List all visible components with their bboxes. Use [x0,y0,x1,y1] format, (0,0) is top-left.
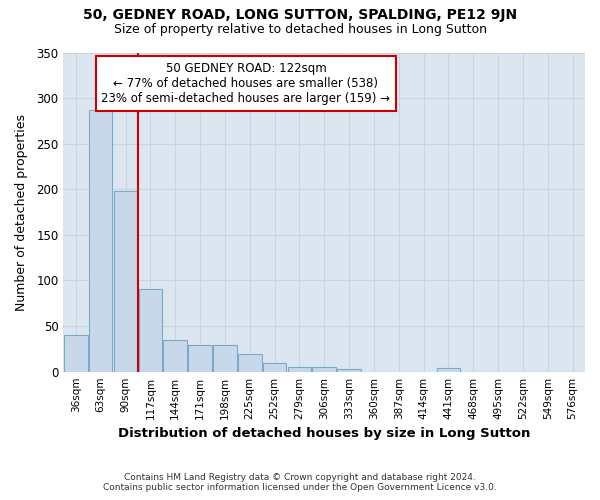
Bar [64,335,88,372]
Bar [89,110,112,372]
Y-axis label: Number of detached properties: Number of detached properties [15,114,28,310]
Text: Size of property relative to detached houses in Long Sutton: Size of property relative to detached ho… [113,22,487,36]
Bar [114,191,137,372]
Text: 50 GEDNEY ROAD: 122sqm
← 77% of detached houses are smaller (538)
23% of semi-de: 50 GEDNEY ROAD: 122sqm ← 77% of detached… [101,62,391,105]
Bar [337,369,361,372]
Bar [213,345,236,372]
X-axis label: Distribution of detached houses by size in Long Sutton: Distribution of detached houses by size … [118,427,530,440]
Bar [163,340,187,372]
Text: 50, GEDNEY ROAD, LONG SUTTON, SPALDING, PE12 9JN: 50, GEDNEY ROAD, LONG SUTTON, SPALDING, … [83,8,517,22]
Bar [287,367,311,372]
Bar [188,345,212,372]
Bar [313,367,336,372]
Text: Contains HM Land Registry data © Crown copyright and database right 2024.
Contai: Contains HM Land Registry data © Crown c… [103,473,497,492]
Bar [238,354,262,372]
Bar [437,368,460,372]
Bar [139,288,162,372]
Bar [263,364,286,372]
